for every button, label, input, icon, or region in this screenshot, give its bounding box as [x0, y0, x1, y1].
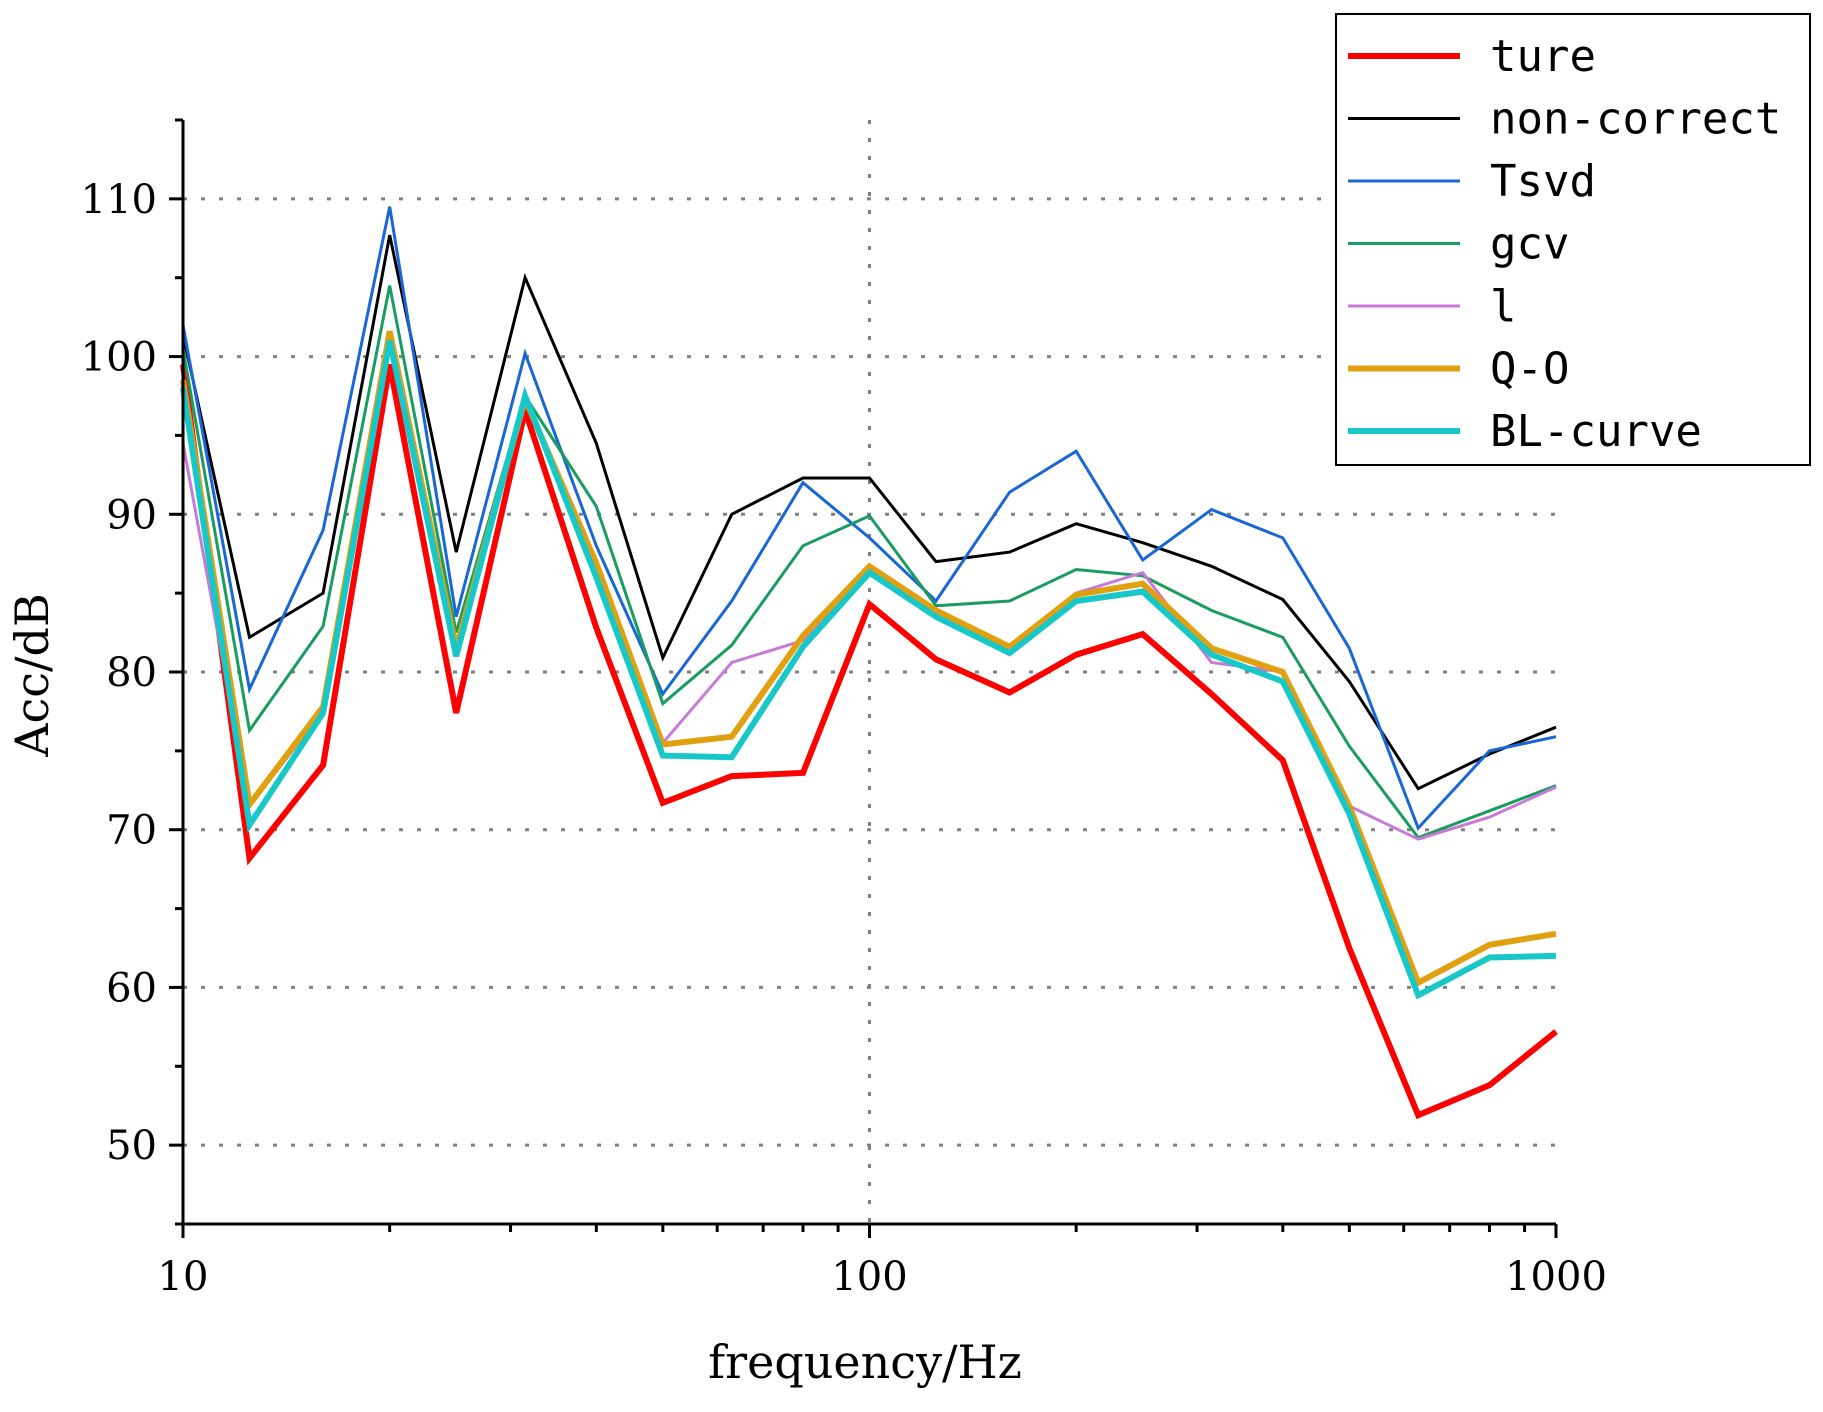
x-tick-label-10: 10: [158, 1254, 209, 1300]
y-tick-label-110: 110: [81, 177, 157, 223]
legend-label-l: l: [1490, 281, 1517, 332]
series-line-gcv: [181, 285, 1557, 840]
y-tick-label-90: 90: [106, 492, 157, 538]
y-tick-label-50: 50: [106, 1123, 157, 1169]
legend-label-ture: ture: [1490, 31, 1596, 82]
y-tick-label-80: 80: [106, 650, 157, 696]
legend-label-non-correct: non-correct: [1490, 94, 1781, 145]
series-layer: [180, 206, 1558, 1120]
x-axis-title: frequency/Hz: [708, 1335, 1022, 1389]
legend-label-gcv: gcv: [1490, 219, 1569, 270]
y-tick-label-70: 70: [106, 808, 157, 854]
series-line-Tsvd: [181, 206, 1557, 831]
series-line-BL-curve: [180, 340, 1557, 1000]
tick-label-layer: 50 60 70 80 90 100 110 10 100 1000: [81, 177, 1607, 1300]
y-tick-label-60: 60: [106, 965, 157, 1011]
legend-label-Tsvd: Tsvd: [1490, 156, 1596, 207]
x-tick-label-1000: 1000: [1505, 1254, 1607, 1300]
legend-box: [1335, 13, 1811, 466]
y-axis-title: Acc/dB: [5, 593, 59, 758]
series-line-ture: [180, 363, 1558, 1120]
legend-label-BL-curve: BL-curve: [1490, 406, 1702, 457]
legend: ture non-correct Tsvd gcv l Q-O BL-curve: [1335, 13, 1811, 466]
legend-label-Q-O: Q-O: [1490, 344, 1569, 395]
axis-layer: [169, 118, 1558, 1238]
x-tick-label-100: 100: [831, 1254, 907, 1300]
y-tick-label-100: 100: [81, 335, 157, 381]
